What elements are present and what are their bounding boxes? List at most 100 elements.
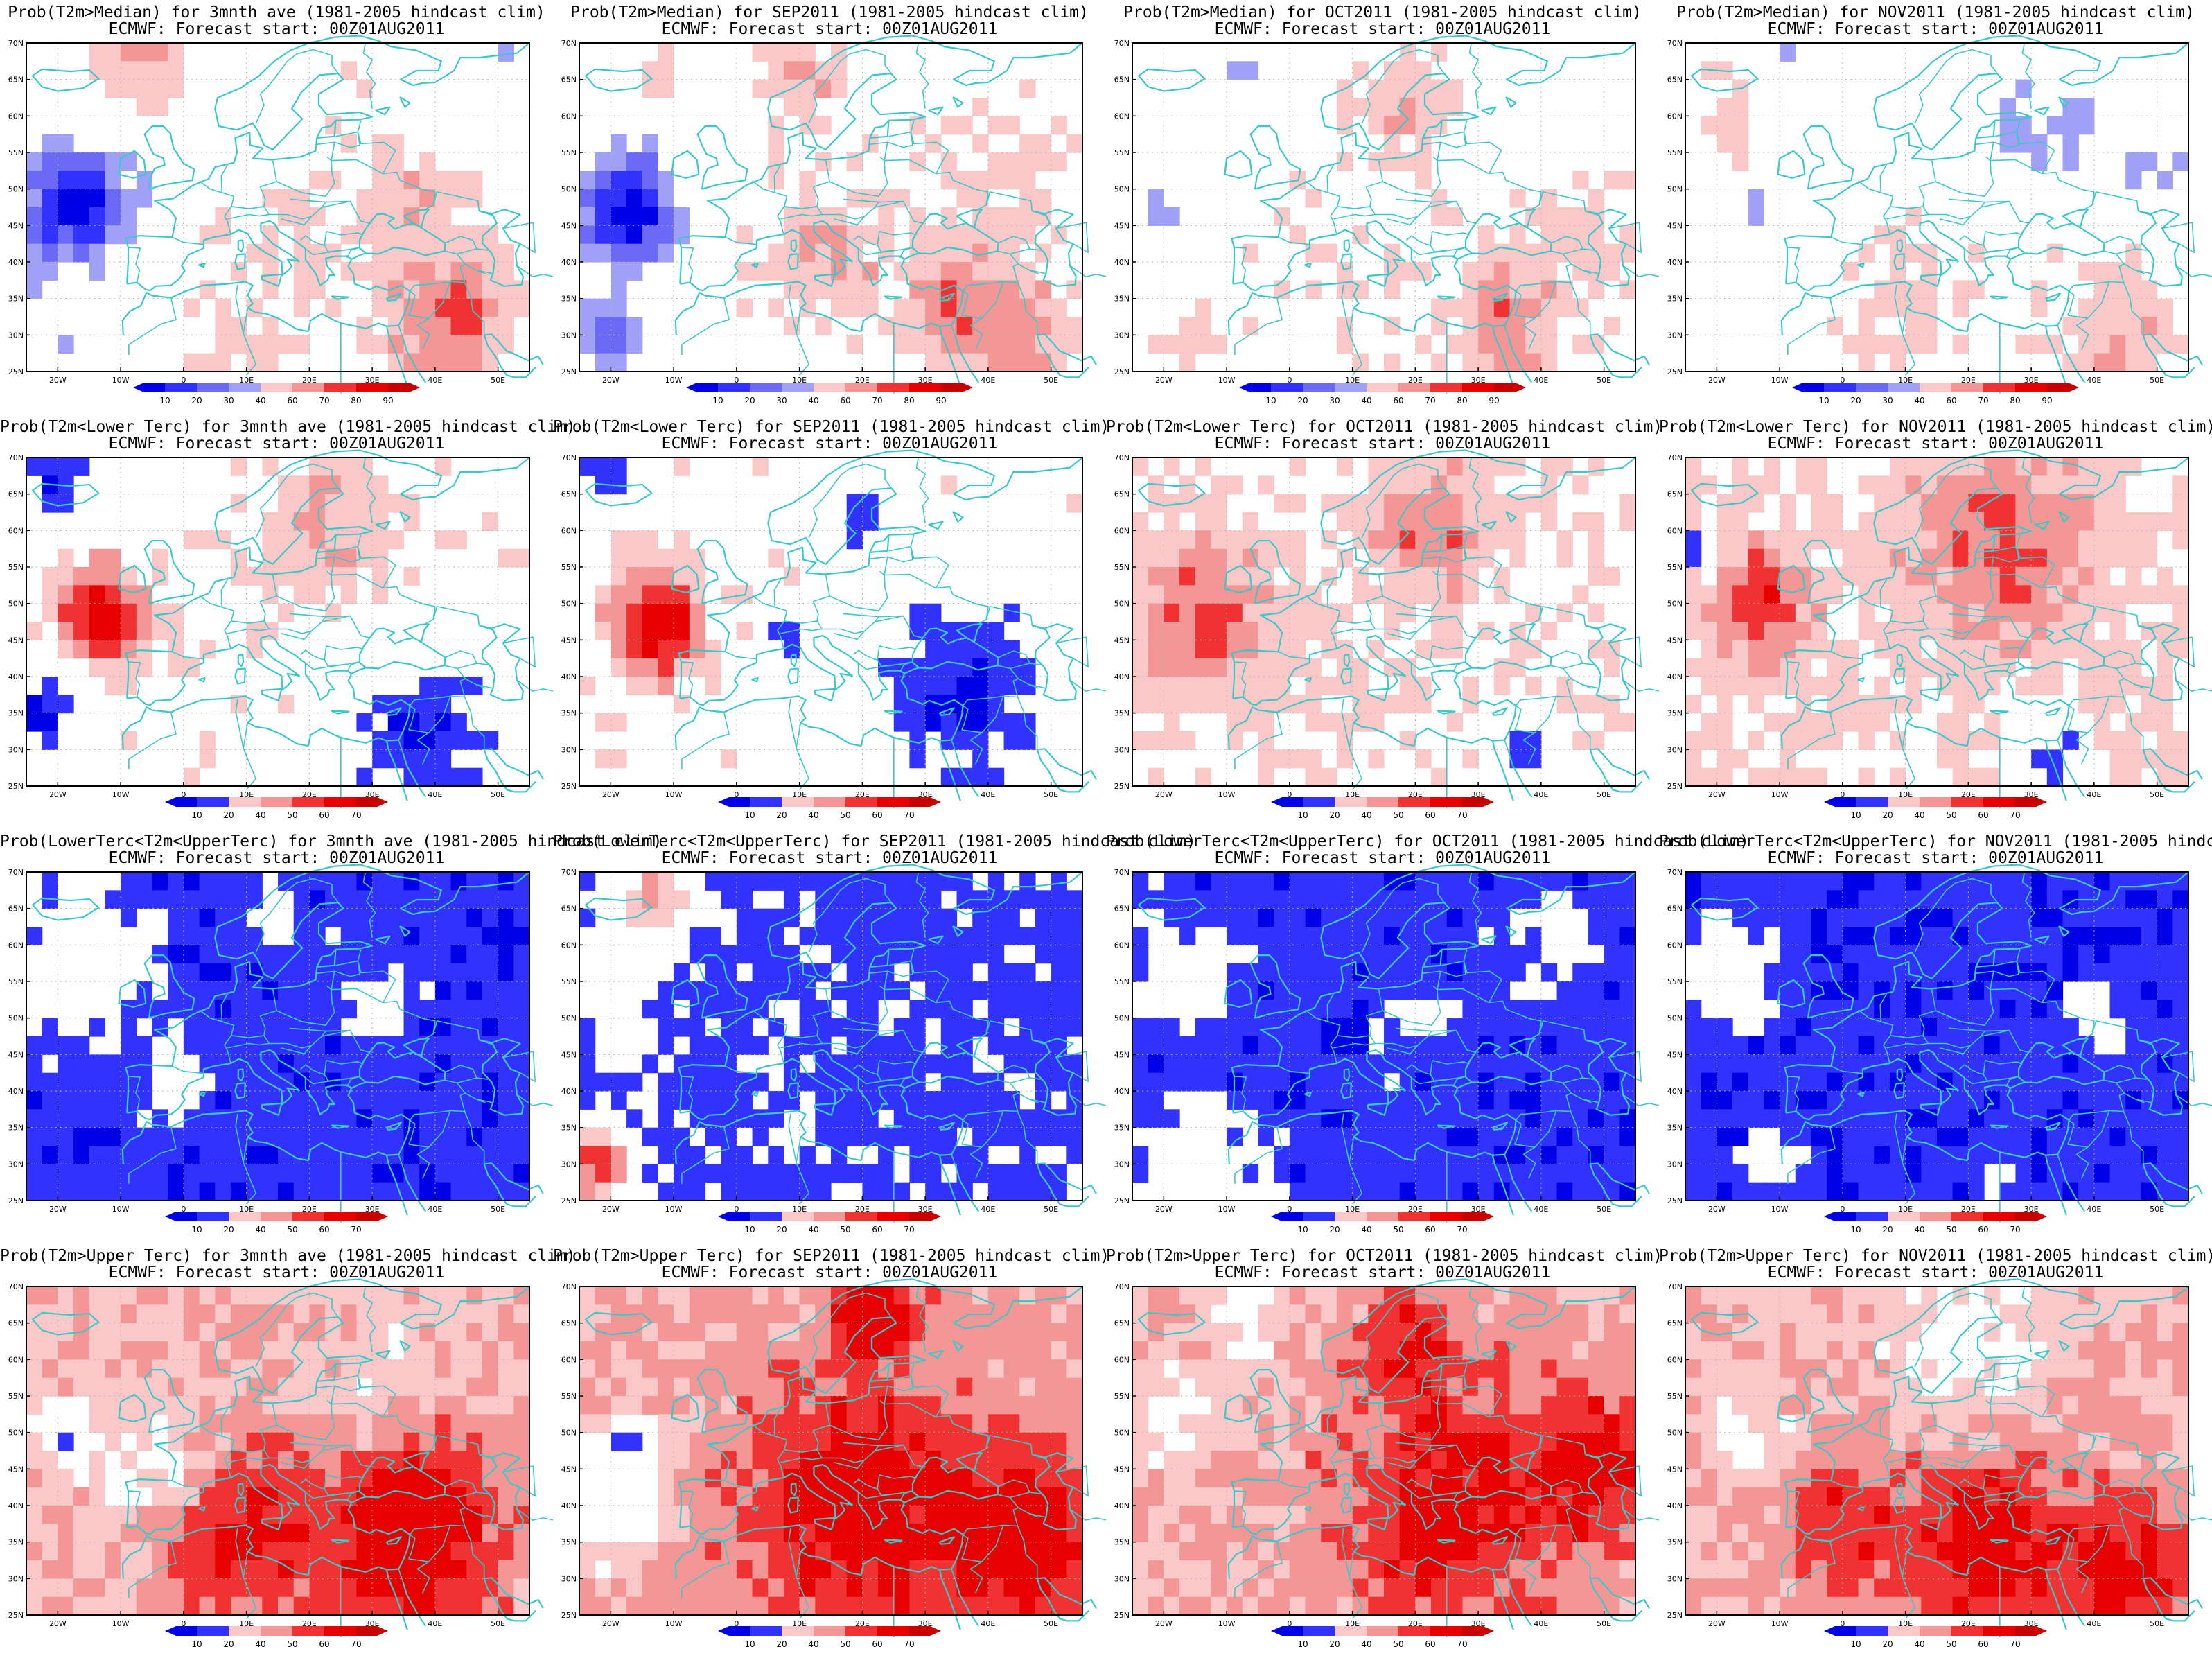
- colorbar-segment: [261, 797, 292, 807]
- colorbar-segment: [909, 383, 941, 392]
- lat-tick-label: 40N: [1667, 1501, 1683, 1510]
- lat-tick-label: 40N: [1667, 1087, 1683, 1096]
- colorbar-tick-label: 20: [223, 810, 234, 820]
- colorbar-tick-label: 20: [1329, 810, 1340, 820]
- colorbar-high-arrow: [1515, 383, 1526, 392]
- lon-tick-label: 50E: [1044, 1205, 1058, 1214]
- colorbar-segment: [1430, 1212, 1462, 1221]
- map-panel: Prob(T2m<Lower Terc) for NOV2011 (1981-2…: [1659, 414, 2212, 829]
- colorbar-segment: [845, 1212, 877, 1221]
- colorbar-segment: [1367, 1626, 1398, 1636]
- map-panel: Prob(T2m>Median) for SEP2011 (1981-2005 …: [553, 0, 1106, 414]
- colorbar-segment: [292, 1212, 324, 1221]
- lon-tick-label: 0: [734, 1205, 739, 1214]
- colorbar-segment: [1824, 383, 1856, 392]
- lat-tick-label: 40N: [8, 672, 24, 681]
- colorbar-tick-label: 50: [287, 1639, 297, 1649]
- coastlines: [1138, 35, 1650, 387]
- lon-tick-label: 40E: [2087, 790, 2101, 799]
- lat-tick-label: 70N: [8, 39, 24, 48]
- colorbar-low-arrow: [1271, 1212, 1282, 1221]
- lat-tick-label: 40N: [1667, 672, 1683, 681]
- coastlines: [32, 864, 544, 1216]
- colorbar-segment: [1398, 1212, 1430, 1221]
- colorbar-tick-label: 30: [223, 396, 234, 405]
- colorbar: 10 20 30 40 60 70 80 90: [1792, 383, 2079, 405]
- colorbar-segment: [782, 797, 814, 807]
- lon-tick-label: 40E: [1534, 376, 1548, 385]
- panel-subtitle: ECMWF: Forecast start: 00Z01AUG2011: [1214, 849, 1551, 867]
- colorbar-segment: [750, 1212, 782, 1221]
- map-panel: Prob(T2m>Median) for OCT2011 (1981-2005 …: [1106, 0, 1659, 414]
- colorbar-high-arrow: [2068, 383, 2079, 392]
- lon-tick-label: 50E: [2150, 376, 2164, 385]
- lon-tick-label: 40E: [2087, 1205, 2101, 1214]
- country-borders: [128, 1286, 553, 1637]
- lon-tick-label: 0: [1840, 790, 1845, 799]
- colorbar-segment: [1920, 1626, 1951, 1636]
- colorbar-segment: [1856, 1626, 1888, 1636]
- lon-tick-label: 0: [1840, 1205, 1845, 1214]
- colorbar-tick-label: 10: [191, 1225, 202, 1234]
- colorbar-segment: [1271, 383, 1303, 392]
- colorbar-tick-label: 70: [351, 1639, 361, 1649]
- panel-subtitle: ECMWF: Forecast start: 00Z01AUG2011: [1214, 435, 1551, 453]
- lat-tick-label: 55N: [8, 563, 24, 572]
- lon-tick-label: 50E: [491, 1619, 505, 1628]
- panel-title: Prob(T2m>Median) for 3mnth ave (1981-200…: [8, 3, 545, 21]
- lon-tick-label: 50E: [1597, 1205, 1611, 1214]
- map-frame: [1685, 457, 2189, 787]
- country-borders: [1234, 457, 1659, 808]
- map-panel: Prob(LowerTerc<T2m<UpperTerc) for NOV201…: [1659, 829, 2212, 1244]
- colorbar-segment: [292, 1626, 324, 1636]
- lat-tick-label: 35N: [1667, 1538, 1683, 1547]
- colorbar-segment: [356, 1212, 377, 1221]
- panel-subtitle: ECMWF: Forecast start: 00Z01AUG2011: [1214, 20, 1551, 38]
- colorbar-tick-label: 80: [1457, 396, 1467, 405]
- colorbar-low-arrow: [165, 1212, 176, 1221]
- lon-tick-label: 10W: [665, 1619, 683, 1628]
- colorbar-tick-label: 10: [1297, 810, 1308, 820]
- map-panel: Prob(T2m<Lower Terc) for SEP2011 (1981-2…: [553, 414, 1109, 829]
- map-canvas: 70N 65N 60N 55N 50N 45N 40N 35N 30N 25N 20W 10W 0 10E…: [8, 449, 553, 820]
- lat-tick-label: 25N: [561, 367, 577, 376]
- colorbar-segment: [1835, 1626, 1856, 1636]
- lon-tick-label: 0: [734, 1619, 739, 1628]
- lat-tick-label: 45N: [1114, 1050, 1130, 1059]
- lat-tick-label: 50N: [1114, 600, 1130, 609]
- lat-tick-label: 35N: [1667, 295, 1683, 304]
- lat-tick-label: 70N: [1114, 1282, 1130, 1291]
- colorbar-tick-label: 20: [1882, 1639, 1893, 1649]
- lon-tick-label: 20W: [49, 790, 67, 799]
- map-canvas: 70N 65N 60N 55N 50N 45N 40N 35N 30N 25N 20W 10W 0 10E…: [1667, 1278, 2212, 1649]
- panel-title: Prob(T2m>Upper Terc) for 3mnth ave (1981…: [0, 1247, 576, 1265]
- lat-tick-label: 70N: [561, 453, 577, 462]
- lat-tick-label: 25N: [8, 367, 24, 376]
- lon-tick-label: 20W: [49, 1205, 67, 1214]
- lat-tick-label: 70N: [8, 1282, 24, 1291]
- colorbar-tick-label: 50: [840, 1225, 850, 1234]
- lon-tick-label: 0: [1287, 376, 1292, 385]
- colorbar-segment: [877, 1626, 909, 1636]
- lon-tick-label: 10W: [1218, 1205, 1236, 1214]
- graticule: [26, 872, 529, 1201]
- coastlines: [1138, 864, 1650, 1216]
- colorbar-segment: [750, 1626, 782, 1636]
- colorbar-tick-label: 20: [1850, 396, 1861, 405]
- lat-tick-label: 30N: [561, 1160, 577, 1169]
- lon-tick-label: 0: [181, 376, 186, 385]
- lon-tick-label: 10E: [239, 376, 254, 385]
- lon-tick-label: 0: [181, 790, 186, 799]
- coastlines: [1138, 1278, 1650, 1630]
- colorbar-segment: [845, 797, 877, 807]
- lat-tick-label: 65N: [8, 1319, 24, 1328]
- lat-tick-label: 50N: [1114, 1014, 1130, 1023]
- colorbar-high-arrow: [930, 797, 941, 807]
- colorbar-segment: [2015, 1212, 2036, 1221]
- lat-tick-label: 40N: [561, 1087, 577, 1096]
- colorbar-segment: [197, 1212, 229, 1221]
- lat-tick-label: 40N: [561, 1501, 577, 1510]
- colorbar-tick-label: 60: [872, 1225, 882, 1234]
- colorbar-segment: [197, 1626, 229, 1636]
- colorbar-tick-label: 60: [872, 1639, 882, 1649]
